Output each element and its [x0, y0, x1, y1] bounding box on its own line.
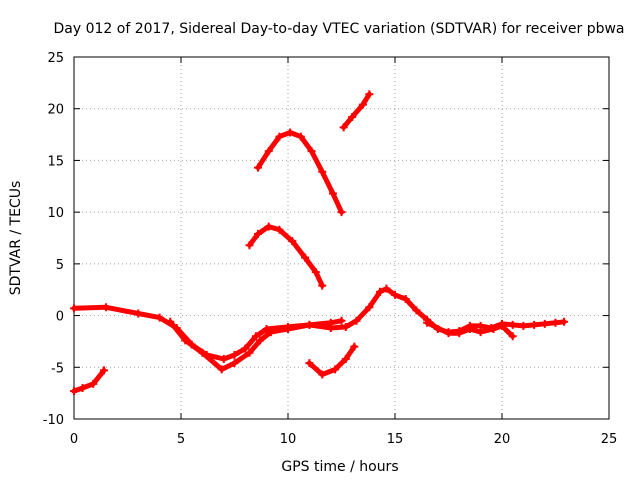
- data-point: [337, 316, 346, 325]
- data-point: [352, 316, 361, 325]
- data-point: [305, 320, 314, 329]
- data-point: [348, 112, 357, 121]
- x-tick-label: 15: [387, 432, 404, 447]
- data-point: [350, 342, 359, 351]
- data-point: [341, 355, 350, 364]
- data-point: [341, 322, 350, 331]
- series-arc-1: [71, 367, 107, 394]
- data-point: [266, 328, 275, 337]
- data-point: [318, 167, 327, 176]
- y-tick-label: 20: [47, 103, 64, 118]
- data-point: [296, 132, 305, 141]
- y-tick-label: 0: [56, 310, 64, 325]
- data-point: [318, 370, 327, 379]
- y-axis-label: SDTVAR / TECUs: [8, 181, 24, 296]
- data-point: [99, 366, 108, 375]
- data-point: [288, 237, 297, 246]
- data-point: [382, 284, 391, 293]
- data-point: [230, 359, 239, 368]
- y-tick-label: -10: [43, 413, 64, 428]
- data-point: [401, 295, 410, 304]
- data-point: [540, 319, 549, 328]
- data-point: [230, 350, 239, 359]
- data-point: [78, 383, 87, 392]
- data-point: [264, 222, 273, 231]
- data-point: [365, 90, 374, 99]
- data-point: [444, 329, 453, 338]
- data-point: [508, 332, 517, 341]
- data-point: [455, 329, 464, 338]
- data-point: [275, 225, 284, 234]
- data-point: [423, 318, 432, 327]
- data-point: [264, 147, 273, 156]
- data-point: [254, 229, 263, 238]
- data-point: [376, 287, 385, 296]
- data-point: [311, 268, 320, 277]
- data-point: [339, 123, 348, 132]
- data-point: [318, 281, 327, 290]
- data-point: [166, 317, 175, 326]
- series-arc-7: [255, 130, 344, 215]
- data-point: [198, 348, 207, 357]
- y-tick-label: 5: [56, 258, 64, 273]
- data-point: [275, 132, 284, 141]
- data-point: [519, 321, 528, 330]
- data-point: [284, 325, 292, 334]
- data-point: [412, 306, 421, 315]
- y-tick-label: 25: [47, 51, 64, 66]
- data-point: [476, 328, 485, 337]
- data-point: [262, 325, 271, 334]
- data-point: [70, 387, 78, 396]
- data-series: [70, 90, 569, 396]
- data-point: [256, 336, 265, 345]
- data-point: [181, 336, 190, 345]
- chart-title: Day 012 of 2017, Sidereal Day-to-day VTE…: [53, 21, 624, 37]
- data-point: [508, 320, 517, 329]
- data-point: [134, 309, 143, 318]
- data-point: [391, 290, 399, 299]
- series-arc-2: [71, 304, 344, 362]
- data-point: [328, 189, 337, 198]
- data-point: [560, 317, 569, 326]
- y-tick-label: 15: [47, 154, 64, 169]
- x-tick-label: 25: [601, 432, 618, 447]
- x-tick-label: 5: [177, 432, 185, 447]
- data-point: [219, 355, 228, 364]
- x-tick-label: 20: [494, 432, 511, 447]
- y-tick-label: 10: [47, 206, 64, 221]
- data-point: [551, 318, 560, 327]
- data-point: [155, 313, 164, 322]
- x-tick-label: 10: [280, 432, 297, 447]
- data-point: [465, 325, 474, 334]
- data-point: [102, 303, 111, 312]
- data-point: [251, 332, 260, 341]
- data-point: [245, 241, 254, 250]
- y-tick-label: -5: [51, 361, 64, 376]
- data-point: [301, 253, 310, 262]
- data-point: [498, 321, 506, 330]
- data-point: [331, 365, 340, 374]
- axis-ticks: 0 5 10 15 20 25 -10 -5 0 5 10 15 20 25: [43, 51, 618, 447]
- data-point: [305, 359, 314, 368]
- data-point: [245, 348, 254, 357]
- data-point: [358, 100, 367, 109]
- series-arc-6: [247, 224, 325, 289]
- data-point: [254, 163, 263, 172]
- data-point: [70, 304, 78, 313]
- data-point: [326, 323, 335, 332]
- plot-frame: [73, 56, 610, 420]
- data-point: [217, 365, 226, 374]
- data-point: [489, 325, 498, 334]
- data-point: [286, 128, 295, 137]
- x-axis-label: GPS time / hours: [281, 459, 398, 475]
- data-point: [530, 320, 539, 329]
- data-point: [365, 303, 374, 312]
- data-point: [337, 208, 346, 217]
- data-point: [307, 147, 316, 156]
- x-tick-label: 0: [70, 432, 78, 447]
- data-point: [241, 344, 250, 353]
- series-arc-8: [341, 91, 372, 130]
- data-point: [89, 379, 98, 388]
